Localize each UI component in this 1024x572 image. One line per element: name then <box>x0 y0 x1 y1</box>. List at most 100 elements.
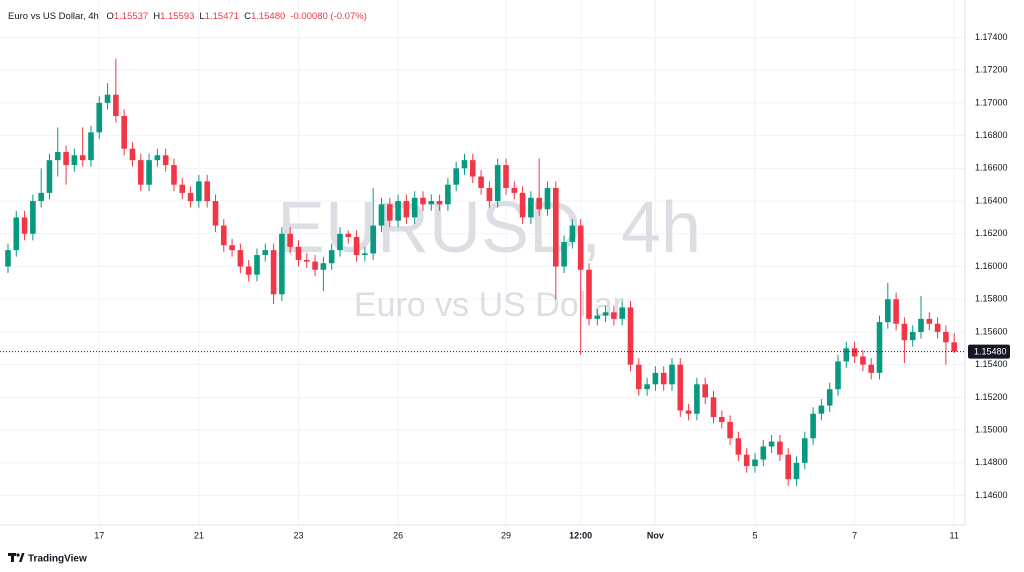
candle-body <box>71 155 78 166</box>
candle-body <box>30 201 36 234</box>
legend-key: H <box>153 11 161 22</box>
candle-body <box>187 192 194 202</box>
candle-body <box>586 269 592 319</box>
y-tick-label: 1.16400 <box>975 195 1008 205</box>
candle-body <box>851 348 858 357</box>
candle-body <box>694 384 700 414</box>
candle-body <box>403 201 410 218</box>
legend-key: C <box>244 11 251 22</box>
candle-body <box>876 322 883 373</box>
x-tick-label: 26 <box>393 530 403 540</box>
candle-body <box>760 446 767 460</box>
y-tick-label: 1.16000 <box>975 261 1008 271</box>
candle-body <box>611 312 617 319</box>
candle-body <box>735 438 742 455</box>
candle-body <box>486 187 493 202</box>
candle-body <box>644 384 650 390</box>
candle-body <box>544 187 551 210</box>
candle-body <box>727 421 733 439</box>
x-tick-label: Nov <box>647 530 664 540</box>
brand: TradingView <box>28 554 87 565</box>
candle-body <box>262 250 269 256</box>
candle-body <box>478 176 484 188</box>
last-price-tag <box>968 344 1010 359</box>
candle-body <box>860 356 866 365</box>
legend: Euro vs US Dollar, 4h O1.15537 H1.15593 L1… <box>8 11 367 22</box>
candle-body <box>5 250 11 267</box>
candle-body <box>885 299 891 323</box>
candle-body <box>718 417 725 422</box>
candle-body <box>220 225 227 246</box>
candle-body <box>818 405 825 414</box>
candle-body <box>561 241 567 267</box>
candle-body <box>287 233 293 247</box>
candle-body <box>121 115 127 149</box>
candle-body <box>826 389 833 406</box>
candle-body <box>295 246 302 260</box>
candle-body <box>436 201 443 205</box>
y-tick-label: 1.16200 <box>975 228 1008 238</box>
y-tick-label: 1.14800 <box>975 457 1008 467</box>
candle-body <box>345 233 352 238</box>
candle-body <box>328 250 335 264</box>
x-tick-label: 17 <box>94 530 104 540</box>
candle-body <box>577 225 584 270</box>
y-tick-label: 1.15200 <box>975 392 1008 402</box>
candle-body <box>710 397 717 418</box>
candle-body <box>934 323 941 332</box>
candle-body <box>171 165 177 185</box>
candle-body <box>918 318 924 332</box>
y-tick-label: 1.14600 <box>975 490 1008 500</box>
brand-logo <box>8 553 25 562</box>
candle-body <box>420 197 426 205</box>
candle-body <box>843 348 850 362</box>
candle-body <box>137 160 144 185</box>
candle-body <box>619 307 625 319</box>
y-tick-label: 1.16600 <box>975 163 1008 173</box>
candle-body <box>594 315 601 319</box>
candle-body <box>129 148 136 161</box>
candle-body <box>312 261 318 270</box>
candle-body <box>337 233 343 251</box>
x-tick-label: 23 <box>293 530 303 540</box>
candle-body <box>677 364 684 411</box>
candle-body <box>63 151 69 166</box>
watermark-subtitle: Euro vs US Dollar <box>354 286 624 324</box>
candle-body <box>569 225 576 242</box>
y-tick-label: 1.17400 <box>975 32 1008 42</box>
candle-body <box>552 187 559 267</box>
candle-body <box>635 364 642 390</box>
candle-body <box>835 361 841 390</box>
candle-body <box>96 102 103 133</box>
candle-body <box>204 181 210 202</box>
y-tick-label: 1.15600 <box>975 326 1008 336</box>
candle-body <box>245 266 252 275</box>
candle-body <box>46 160 53 193</box>
candle-body <box>453 168 459 185</box>
y-tick-label: 1.15400 <box>975 359 1008 369</box>
legend-value: 1.15593 <box>160 11 195 22</box>
candle-body <box>162 155 169 166</box>
candle-body <box>503 165 509 188</box>
candle-body <box>660 372 667 385</box>
candle-body <box>602 312 609 316</box>
candle-body <box>793 462 800 480</box>
candle-body <box>104 94 111 103</box>
x-tick-label: 5 <box>752 530 757 540</box>
candle-body <box>627 307 634 365</box>
candle-body <box>785 454 792 480</box>
candle-body <box>652 372 659 385</box>
candle-body <box>279 233 285 295</box>
candle-body <box>494 165 501 202</box>
y-tick-label: 1.17000 <box>975 97 1008 107</box>
candle-body <box>893 299 899 324</box>
candle-body <box>411 197 418 218</box>
candle-body <box>303 259 310 262</box>
candle-body <box>685 410 692 414</box>
x-tick-label: 7 <box>852 530 857 540</box>
legend-value: 1.15471 <box>204 11 240 22</box>
candle-body <box>868 364 875 373</box>
x-tick-label: 29 <box>501 530 511 540</box>
